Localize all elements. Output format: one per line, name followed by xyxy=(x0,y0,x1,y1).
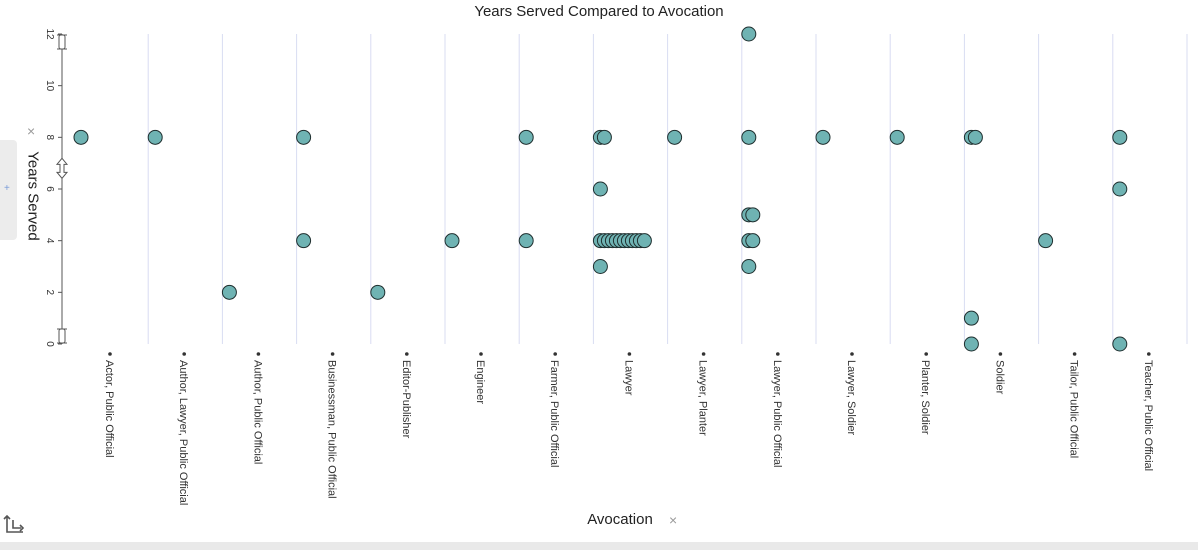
axis-swap-icon[interactable] xyxy=(3,514,25,536)
x-category-label: Teacher, Public Official xyxy=(1142,352,1154,471)
x-category-label: Author, Lawyer, Public Official xyxy=(177,352,189,505)
data-point[interactable] xyxy=(592,259,608,274)
data-point[interactable] xyxy=(741,259,757,274)
x-category-label: Lawyer xyxy=(622,352,634,396)
data-point[interactable] xyxy=(444,233,460,249)
data-point[interactable] xyxy=(592,181,608,197)
data-point[interactable] xyxy=(596,129,612,145)
x-category-text: Tailor, Public Official xyxy=(1068,360,1080,458)
category-bullet xyxy=(182,352,186,356)
x-category-label: Editor-Publisher xyxy=(400,352,412,439)
y-tick-label: 4 xyxy=(44,238,55,244)
x-category-text: Lawyer, Public Official xyxy=(771,360,783,467)
category-bullet xyxy=(850,352,854,356)
x-category-label: Businessman, Public Official xyxy=(326,352,338,499)
x-category-label: Tailor, Public Official xyxy=(1068,352,1080,458)
category-bullet xyxy=(1072,352,1077,356)
data-point[interactable] xyxy=(636,233,652,249)
y-tick-label: 8 xyxy=(44,135,55,141)
category-bullet xyxy=(404,352,409,356)
x-category-label: Lawyer, Soldier xyxy=(845,352,857,436)
data-point[interactable] xyxy=(221,284,237,300)
data-point[interactable] xyxy=(518,129,534,145)
data-point[interactable] xyxy=(518,233,534,249)
category-bullet xyxy=(553,352,558,356)
y-tick-label: 6 xyxy=(44,186,55,192)
category-bullet xyxy=(330,352,335,356)
data-point[interactable] xyxy=(296,129,312,145)
y-tick-label: 12 xyxy=(44,28,55,40)
y-axis-drag-handle[interactable] xyxy=(55,157,69,180)
category-bullet xyxy=(701,352,706,356)
data-point[interactable] xyxy=(1038,233,1054,249)
x-category-text: Lawyer, Planter xyxy=(697,360,709,436)
x-axis-label[interactable]: Avocation xyxy=(587,511,653,528)
x-category-text: Soldier xyxy=(993,360,1005,395)
x-category-label: Lawyer, Public Official xyxy=(771,352,783,467)
x-axis-categories: Actor, Public Official Author, Lawyer, Pu… xyxy=(103,352,1154,505)
x-category-text: Teacher, Public Official xyxy=(1142,360,1154,471)
x-category-label: Farmer, Public Official xyxy=(548,352,560,467)
y-tick-label: 10 xyxy=(44,80,55,92)
x-category-text: Planter, Soldier xyxy=(919,360,931,435)
data-point[interactable] xyxy=(296,233,312,249)
x-category-label: Planter, Soldier xyxy=(919,352,931,435)
x-category-label: Soldier xyxy=(993,352,1005,395)
data-point[interactable] xyxy=(741,129,757,145)
x-category-text: Actor, Public Official xyxy=(103,360,115,458)
data-point[interactable] xyxy=(1112,129,1128,145)
data-point[interactable] xyxy=(745,207,761,223)
x-category-text: Editor-Publisher xyxy=(400,360,412,439)
axis-drop-tab[interactable] xyxy=(0,140,17,240)
data-point[interactable] xyxy=(967,129,983,145)
data-point[interactable] xyxy=(370,284,386,300)
x-category-label: Author, Public Official xyxy=(251,352,263,464)
y-tick-label: 2 xyxy=(44,290,55,296)
x-category-text: Lawyer, Soldier xyxy=(845,360,857,436)
x-category-label: Actor, Public Official xyxy=(103,352,115,458)
category-bullet xyxy=(256,352,261,356)
remove-y-attribute-icon[interactable]: × xyxy=(27,123,36,139)
x-category-label: Lawyer, Planter xyxy=(697,352,709,436)
x-category-text: Businessman, Public Official xyxy=(326,360,338,499)
grid-lines xyxy=(147,34,1188,344)
y-axis: 0 2 4 6 8 10 12 xyxy=(44,28,69,347)
x-category-text: Farmer, Public Official xyxy=(548,360,560,467)
data-points xyxy=(73,26,1128,352)
y-axis-min-handle[interactable] xyxy=(57,328,67,344)
footer-bar xyxy=(0,542,1198,550)
x-category-text: Engineer xyxy=(474,360,486,404)
data-point[interactable] xyxy=(963,310,979,326)
data-point[interactable] xyxy=(963,336,979,352)
category-bullet xyxy=(479,352,483,356)
data-point[interactable] xyxy=(745,233,761,249)
data-point[interactable] xyxy=(147,129,163,145)
data-point[interactable] xyxy=(741,26,757,42)
add-attribute-icon[interactable]: + xyxy=(4,183,10,194)
data-point[interactable] xyxy=(667,129,683,145)
data-point[interactable] xyxy=(73,129,89,145)
data-point[interactable] xyxy=(815,129,831,145)
x-category-text: Author, Public Official xyxy=(251,360,263,464)
x-category-text: Author, Lawyer, Public Official xyxy=(177,360,189,505)
x-category-label: Engineer xyxy=(474,352,486,404)
data-point[interactable] xyxy=(1112,336,1128,352)
category-bullet xyxy=(775,352,780,356)
y-axis-max-handle[interactable] xyxy=(57,34,67,50)
category-bullet xyxy=(1147,352,1151,356)
category-bullet xyxy=(108,352,112,356)
x-category-text: Lawyer xyxy=(622,360,634,396)
remove-x-attribute-icon[interactable]: × xyxy=(669,512,678,528)
category-bullet xyxy=(627,352,632,356)
category-bullet xyxy=(924,352,929,356)
y-tick-label: 0 xyxy=(44,341,55,347)
category-bullet xyxy=(998,352,1003,356)
data-point[interactable] xyxy=(889,129,905,145)
chart-title: Years Served Compared to Avocation xyxy=(474,3,724,20)
data-point[interactable] xyxy=(1112,181,1128,197)
